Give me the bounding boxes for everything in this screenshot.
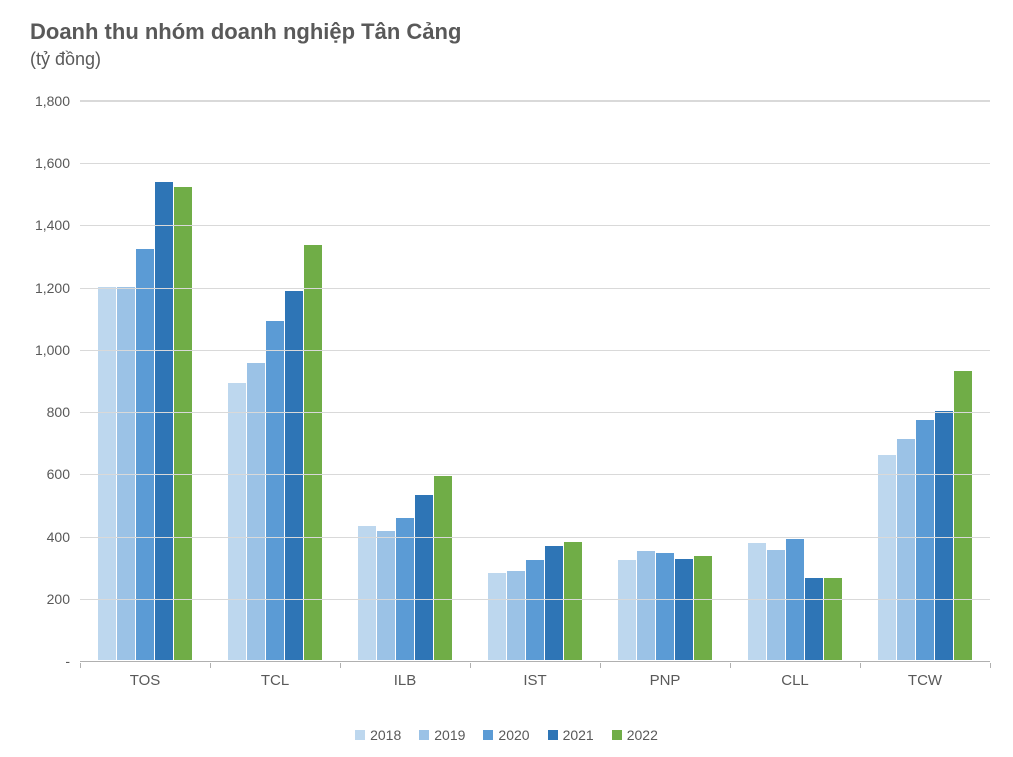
legend-label: 2022: [627, 727, 658, 743]
y-tick-label: 1,000: [35, 342, 70, 358]
x-tick-label: TOS: [130, 672, 161, 689]
bar: [954, 371, 972, 660]
x-tick-label: TCW: [908, 672, 942, 689]
bar: [767, 550, 785, 660]
legend-item: 2022: [612, 727, 658, 743]
gridline: [80, 350, 990, 351]
bar: [916, 420, 934, 660]
x-tick: [990, 663, 991, 668]
bar: [656, 553, 674, 660]
legend: 2018 2019 2020 2021 2022: [0, 727, 1013, 743]
x-tick-label: PNP: [650, 672, 681, 689]
legend-label: 2019: [434, 727, 465, 743]
bar: [488, 573, 506, 660]
bar: [174, 187, 192, 660]
y-tick-label: -: [65, 653, 70, 669]
chart-subtitle: (tỷ đồng): [30, 49, 461, 70]
bar: [155, 182, 173, 660]
bar: [396, 518, 414, 660]
bar: [675, 559, 693, 660]
bar: [434, 476, 452, 660]
legend-swatch: [612, 730, 622, 740]
legend-item: 2019: [419, 727, 465, 743]
bars-layer: [80, 101, 990, 660]
bar: [805, 578, 823, 660]
gridline: [80, 288, 990, 289]
bar: [98, 287, 116, 660]
bar: [507, 571, 525, 660]
bar: [358, 526, 376, 660]
y-tick-label: 800: [47, 404, 70, 420]
chart-container: Doanh thu nhóm doanh nghiệp Tân Cảng (tỷ…: [0, 0, 1013, 757]
x-tick: [80, 663, 81, 668]
bar: [377, 531, 395, 660]
legend-label: 2018: [370, 727, 401, 743]
bar: [897, 439, 915, 660]
legend-item: 2020: [483, 727, 529, 743]
y-tick-label: 600: [47, 466, 70, 482]
x-axis-labels: TOS TCL ILB IST PNP CLL TCW: [80, 672, 990, 694]
legend-label: 2021: [563, 727, 594, 743]
bar: [748, 543, 766, 660]
plot-area: -2004006008001,0001,2001,4001,6001,800: [80, 100, 990, 660]
x-tick: [600, 663, 601, 668]
bar: [618, 560, 636, 660]
x-tick-label: ILB: [394, 672, 417, 689]
bar: [266, 321, 284, 660]
gridline: [80, 599, 990, 600]
legend-item: 2021: [548, 727, 594, 743]
gridline: [80, 537, 990, 538]
title-block: Doanh thu nhóm doanh nghiệp Tân Cảng (tỷ…: [30, 18, 461, 70]
x-tick: [730, 663, 731, 668]
y-tick-label: 1,200: [35, 280, 70, 296]
bar: [694, 556, 712, 660]
y-tick-label: 200: [47, 591, 70, 607]
bar: [285, 291, 303, 660]
legend-swatch: [548, 730, 558, 740]
x-tick: [860, 663, 861, 668]
legend-label: 2020: [498, 727, 529, 743]
x-tick: [340, 663, 341, 668]
x-tick-label: TCL: [261, 672, 289, 689]
x-tick: [470, 663, 471, 668]
legend-swatch: [355, 730, 365, 740]
chart-title: Doanh thu nhóm doanh nghiệp Tân Cảng: [30, 18, 461, 47]
x-tick: [210, 663, 211, 668]
bar: [228, 383, 246, 660]
x-axis-ticks: [80, 663, 990, 668]
bar: [247, 363, 265, 660]
y-tick-label: 1,400: [35, 217, 70, 233]
y-tick-label: 1,600: [35, 155, 70, 171]
bar: [637, 551, 655, 660]
bar: [878, 455, 896, 660]
gridline: [80, 474, 990, 475]
bar: [415, 495, 433, 660]
legend-swatch: [419, 730, 429, 740]
baseline: [80, 661, 990, 662]
gridline: [80, 412, 990, 413]
bar: [824, 578, 842, 660]
bar: [545, 546, 563, 660]
gridline: [80, 225, 990, 226]
gridline: [80, 163, 990, 164]
legend-item: 2018: [355, 727, 401, 743]
legend-swatch: [483, 730, 493, 740]
y-tick-label: 400: [47, 529, 70, 545]
gridline: [80, 101, 990, 102]
x-tick-label: CLL: [781, 672, 809, 689]
bar: [564, 542, 582, 660]
bar: [117, 287, 135, 660]
bar: [304, 245, 322, 660]
bar: [526, 560, 544, 660]
x-tick-label: IST: [523, 672, 546, 689]
y-tick-label: 1,800: [35, 93, 70, 109]
